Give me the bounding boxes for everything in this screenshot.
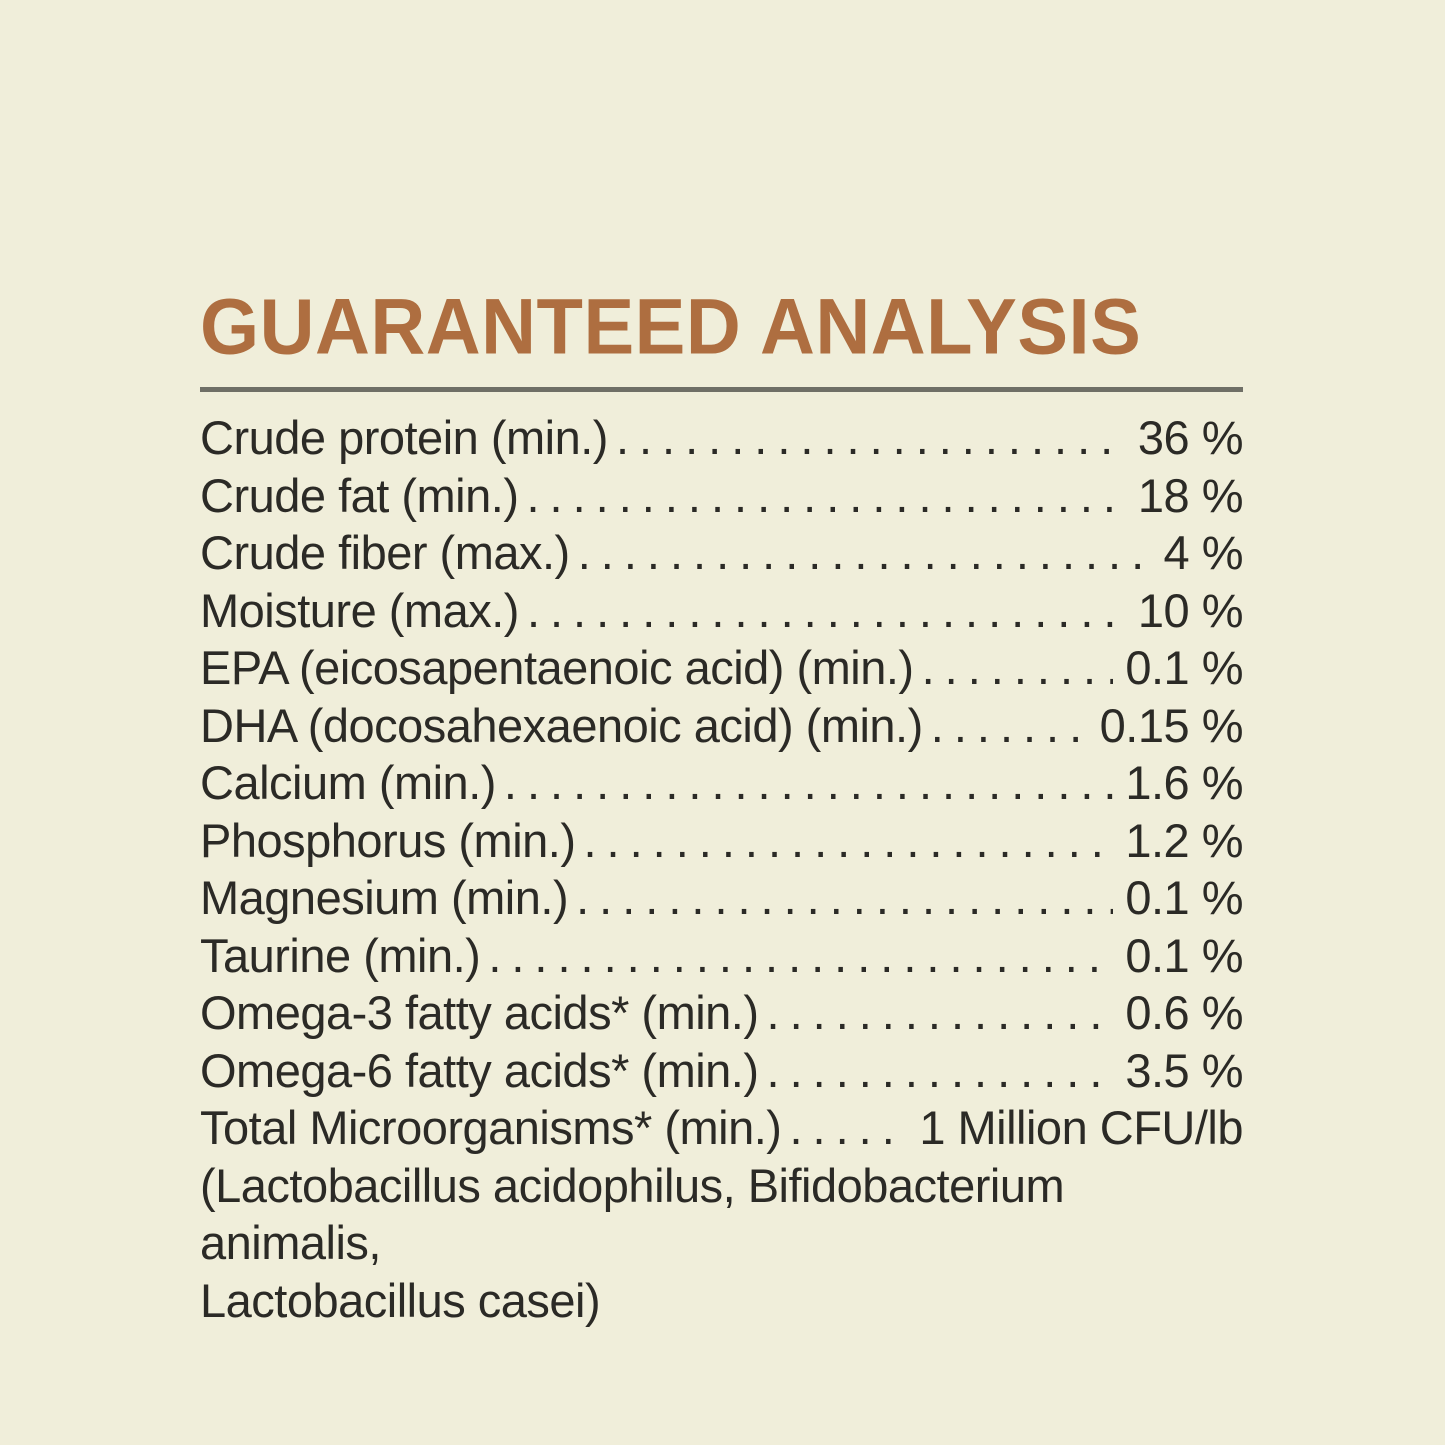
microorganisms-footnote-line-2: Lactobacillus casei) [200, 1273, 601, 1327]
title-divider [200, 387, 1243, 392]
nutrient-value: 0.6 % [1125, 986, 1243, 1039]
microorganisms-footnote-line-1: (Lactobacillus acidophilus, Bifidobacter… [200, 1158, 1065, 1270]
dot-leader: ........................................… [930, 698, 1088, 752]
nutrient-value: 1 Million CFU/lb [919, 1101, 1243, 1154]
dot-leader: ........................................… [789, 1101, 907, 1154]
nutrient-label: Taurine (min.) [200, 928, 481, 982]
analysis-table: Crude protein (min.)....................… [200, 409, 1244, 1157]
nutrient-value: 1.6 % [1125, 756, 1243, 809]
dot-leader: ........................................… [577, 526, 1152, 579]
nutrient-label: Phosphorus (min.) [200, 813, 576, 867]
nutrient-label: Omega-3 fatty acids* (min.) [200, 986, 759, 1039]
table-row: Omega-6 fatty acids* (min.).............… [200, 1042, 1243, 1100]
dot-leader: ........................................… [766, 1043, 1114, 1097]
dot-leader: ........................................… [766, 986, 1114, 1039]
dot-leader: ........................................… [921, 641, 1114, 694]
nutrient-value: 0.1 % [1125, 871, 1243, 924]
table-row: Moisture (max.).........................… [200, 582, 1244, 640]
nutrient-value: 0.1 % [1125, 641, 1243, 694]
nutrient-label: Crude protein (min.) [200, 411, 608, 464]
nutrient-label: Magnesium (min.) [200, 871, 569, 924]
table-row: Omega-3 fatty acids* (min.).............… [200, 984, 1243, 1042]
nutrient-value: 0.1 % [1125, 928, 1243, 982]
nutrient-label: EPA (eicosapentaenoic acid) (min.) [200, 641, 914, 694]
nutrient-label: Moisture (max.) [200, 583, 519, 637]
table-row: Total Microorganisms* (min.)............… [200, 1099, 1243, 1157]
table-row: DHA (docosahexaenoic acid) (min.).......… [200, 697, 1244, 755]
nutrient-label: Calcium (min.) [200, 756, 496, 809]
nutrient-label: Crude fat (min.) [200, 468, 519, 522]
page-title: GUARANTEED ANALYSIS [200, 282, 1142, 372]
dot-leader: ........................................… [526, 583, 1126, 637]
dot-leader: ........................................… [526, 468, 1126, 522]
nutrient-value: 0.15 % [1099, 698, 1244, 752]
nutrient-value: 1.2 % [1125, 813, 1243, 867]
nutrient-value: 4 % [1163, 526, 1244, 579]
dot-leader: ........................................… [576, 871, 1113, 924]
nutrient-label: Crude fiber (max.) [200, 526, 570, 579]
table-row: Crude fat (min.)........................… [200, 467, 1244, 525]
nutrient-value: 3.5 % [1125, 1043, 1243, 1097]
dot-leader: ........................................… [503, 756, 1113, 809]
dot-leader: ........................................… [583, 813, 1114, 867]
dot-leader: ........................................… [615, 411, 1126, 464]
nutrient-label: Omega-6 fatty acids* (min.) [200, 1043, 759, 1097]
table-row: Calcium (min.)..........................… [200, 754, 1243, 812]
table-row: Crude protein (min.)....................… [200, 409, 1244, 467]
nutrient-label: Total Microorganisms* (min.) [200, 1101, 782, 1154]
table-row: Magnesium (min.)........................… [200, 869, 1243, 927]
nutrient-value: 18 % [1137, 468, 1244, 522]
guaranteed-analysis-panel: GUARANTEED ANALYSIS Crude protein (min.)… [200, 282, 1244, 1329]
dot-leader: ........................................… [488, 928, 1113, 982]
table-row: Crude fiber (max.)......................… [200, 524, 1243, 582]
table-row: Phosphorus (min.).......................… [200, 812, 1243, 870]
table-row: EPA (eicosapentaenoic acid) (min.)......… [200, 639, 1243, 697]
nutrient-value: 36 % [1137, 411, 1244, 464]
table-row: Taurine (min.)..........................… [200, 927, 1243, 985]
nutrient-value: 10 % [1137, 583, 1244, 637]
nutrient-label: DHA (docosahexaenoic acid) (min.) [200, 698, 923, 752]
